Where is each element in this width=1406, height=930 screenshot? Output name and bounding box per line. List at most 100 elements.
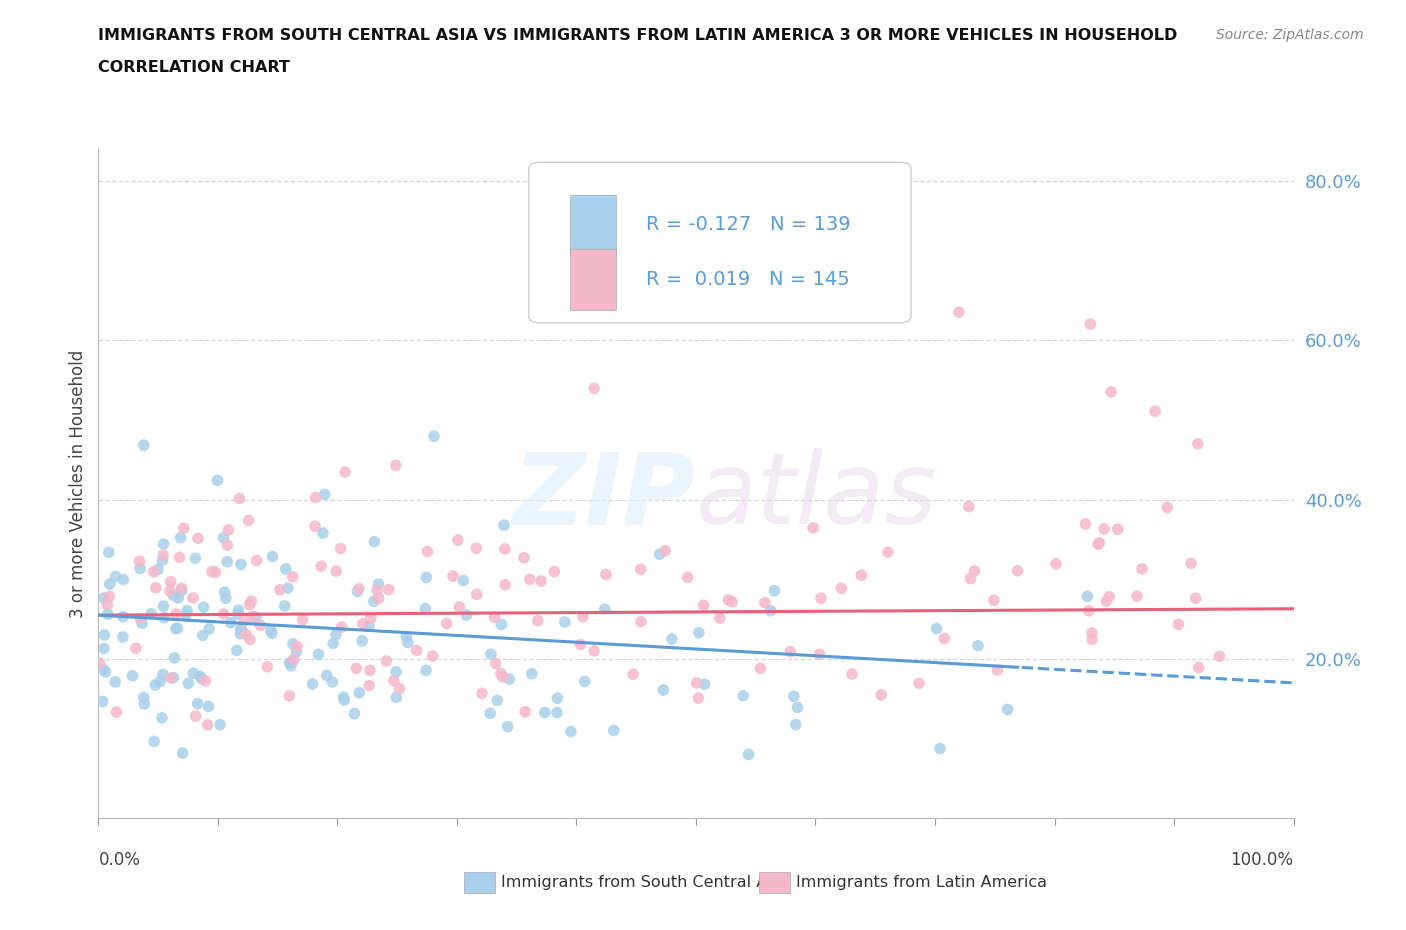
Point — [484, 610, 506, 625]
Point — [139, 606, 162, 621]
Point — [1077, 604, 1099, 618]
Point — [693, 677, 716, 692]
Point — [215, 591, 238, 605]
Point — [121, 669, 143, 684]
Point — [1087, 537, 1109, 551]
Point — [132, 690, 155, 705]
Point — [204, 565, 226, 579]
Point — [785, 717, 807, 732]
Point — [486, 693, 509, 708]
Point — [1180, 556, 1202, 571]
Point — [1187, 436, 1209, 451]
Point — [554, 615, 576, 630]
Point — [89, 656, 111, 671]
Point — [630, 562, 652, 577]
Point — [415, 570, 437, 585]
Point — [709, 611, 731, 626]
Point — [986, 662, 1008, 677]
Point — [170, 580, 193, 595]
Point — [229, 557, 252, 572]
Point — [150, 553, 173, 568]
Point — [533, 705, 555, 720]
Point — [165, 621, 187, 636]
Point — [163, 650, 186, 665]
Point — [436, 616, 458, 631]
Point — [465, 541, 488, 556]
Text: Immigrants from Latin America: Immigrants from Latin America — [796, 875, 1047, 890]
Point — [654, 543, 676, 558]
Point — [496, 719, 519, 734]
Point — [128, 554, 150, 569]
Point — [112, 572, 135, 587]
Point — [560, 724, 582, 739]
Point — [333, 693, 356, 708]
Point — [152, 548, 174, 563]
Point — [184, 709, 207, 724]
Point — [238, 513, 260, 528]
Point — [366, 583, 388, 598]
Point — [652, 683, 675, 698]
Point — [546, 691, 568, 706]
Point — [530, 574, 553, 589]
Point — [105, 705, 128, 720]
Point — [197, 717, 219, 732]
Point — [382, 673, 405, 688]
Point — [269, 582, 291, 597]
Point — [572, 609, 595, 624]
Point — [304, 519, 326, 534]
Point — [1167, 617, 1189, 631]
Point — [479, 646, 502, 661]
Point — [479, 706, 502, 721]
Y-axis label: 3 or more Vehicles in Household: 3 or more Vehicles in Household — [69, 350, 87, 618]
Point — [1081, 631, 1104, 646]
Point — [304, 490, 326, 505]
Point — [759, 604, 782, 618]
Point — [143, 678, 166, 693]
Point — [520, 666, 543, 681]
Point — [763, 583, 786, 598]
Point — [830, 581, 852, 596]
Point — [152, 599, 174, 614]
Point — [498, 671, 520, 686]
Point — [309, 559, 332, 574]
Point — [395, 629, 418, 644]
Point — [870, 687, 893, 702]
Point — [963, 564, 986, 578]
Point — [388, 681, 411, 696]
Point — [134, 697, 156, 711]
Point — [97, 607, 120, 622]
Point — [661, 631, 683, 646]
Point — [166, 620, 188, 635]
Point — [322, 636, 344, 651]
Point — [515, 704, 537, 719]
Point — [152, 537, 174, 551]
Point — [352, 633, 374, 648]
Point — [93, 628, 115, 643]
Point — [169, 530, 191, 545]
Point — [277, 580, 299, 595]
Point — [193, 600, 215, 615]
Point — [149, 673, 172, 688]
Point — [333, 465, 356, 480]
Point — [877, 545, 900, 560]
Point — [167, 591, 190, 605]
Point — [184, 551, 207, 565]
Point — [1098, 590, 1121, 604]
Point — [453, 573, 475, 588]
Point — [91, 694, 114, 709]
Point — [349, 685, 371, 700]
Point — [851, 567, 873, 582]
Point — [688, 625, 710, 640]
Point — [447, 533, 470, 548]
Point — [908, 676, 931, 691]
Point — [367, 577, 389, 591]
Point — [145, 580, 167, 595]
Point — [527, 613, 550, 628]
Point — [957, 499, 980, 514]
Point — [1076, 589, 1098, 604]
Point — [321, 674, 343, 689]
Point — [543, 565, 565, 579]
Point — [1092, 522, 1115, 537]
Point — [217, 538, 239, 552]
Point — [810, 591, 832, 605]
